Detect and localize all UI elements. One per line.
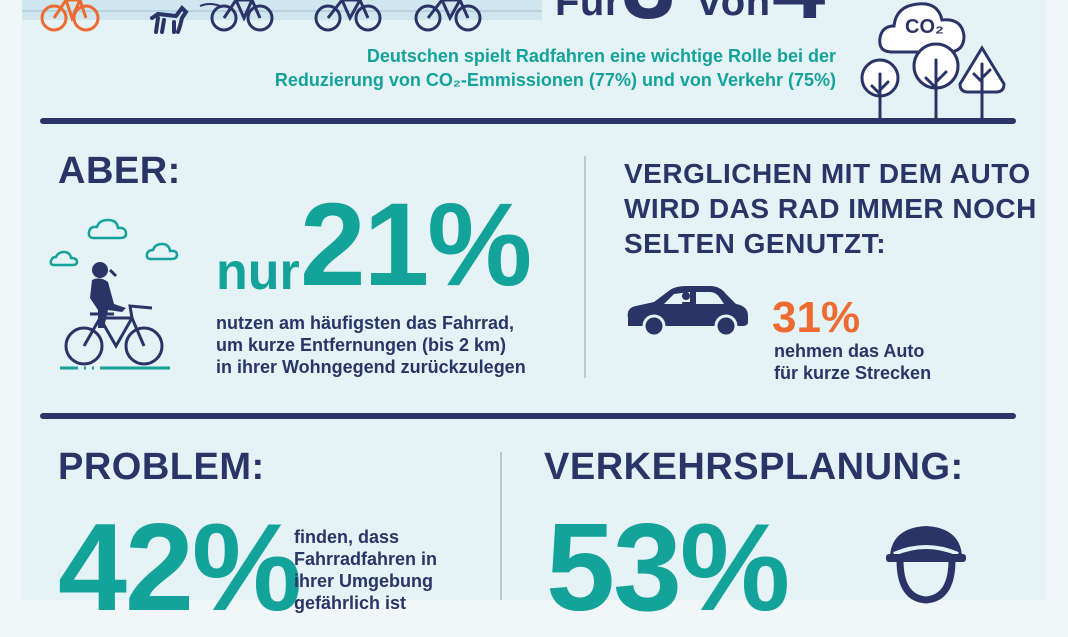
header-number-b: 4	[772, 0, 825, 34]
column-divider	[584, 156, 586, 378]
header-connector: von	[698, 0, 771, 24]
aber-line-1: nutzen am häufigsten das Fahrrad,	[216, 313, 515, 333]
road-line	[22, 10, 542, 12]
planung-title: VERKEHRSPLANUNG:	[544, 446, 964, 488]
planung-percent: 53%	[546, 499, 790, 637]
tree-icon	[860, 42, 1014, 122]
auto-line-2: für kurze Strecken	[774, 363, 932, 383]
auto-title-line-3: SELTEN GENUTZT:	[624, 228, 887, 259]
aber-title: ABER:	[58, 150, 181, 192]
bicycle-icon	[314, 0, 382, 32]
header-prefix: Für	[555, 0, 621, 24]
column-divider	[500, 452, 502, 600]
co2-label: CO₂	[905, 16, 944, 38]
header-line-1: Deutschen spielt Radfahren eine wichtige…	[366, 46, 836, 66]
cloud-icon	[87, 218, 128, 240]
cyclist-icon	[60, 262, 170, 370]
dog-icon	[150, 4, 189, 34]
aber-line-2: um kurze Entfernungen (bis 2 km)	[216, 335, 507, 355]
cloud-icon	[49, 250, 79, 267]
aber-percent: 21%	[300, 179, 532, 311]
bicycle-icon	[199, 0, 274, 32]
co2-cloud-icon	[878, 2, 966, 54]
divider	[40, 118, 1016, 124]
helmet-icon	[886, 526, 966, 604]
problem-line-3: ihrer Umgebung	[294, 571, 434, 591]
auto-title-line-1: VERGLICHEN MIT DEM AUTO	[624, 158, 1031, 189]
aber-prefix: nur	[216, 243, 300, 301]
auto-title-line-2: WIRD DAS RAD IMMER NOCH	[624, 193, 1037, 224]
bicycle-icon	[40, 0, 100, 32]
auto-line-1: nehmen das Auto	[774, 341, 925, 361]
problem-line-1: finden, dass	[294, 527, 400, 547]
problem-percent: 42%	[58, 499, 302, 637]
problem-line-2: Fahrradfahren in	[294, 549, 438, 569]
header-line-2: Reduzierung von CO₂-Emmissionen (77%) un…	[274, 70, 836, 90]
car-icon	[627, 286, 748, 338]
divider	[40, 413, 1016, 419]
infographic-panel	[22, 0, 1046, 600]
aber-line-3: in ihrer Wohngegend zurückzulegen	[216, 357, 526, 377]
header-number-a: 3	[622, 0, 675, 34]
cloud-icon	[145, 242, 179, 261]
bicycle-icon	[414, 0, 482, 32]
problem-line-4: gefährlich ist	[294, 593, 407, 613]
problem-title: PROBLEM:	[58, 446, 265, 488]
auto-percent: 31%	[772, 293, 861, 342]
